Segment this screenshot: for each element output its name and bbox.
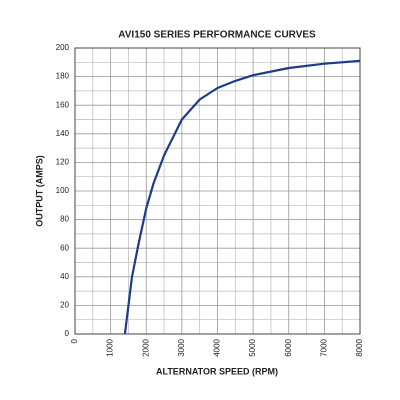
x-tick-label: 5000	[248, 338, 257, 356]
y-tick-label: 0	[65, 329, 70, 338]
x-axis-title: ALTERNATOR SPEED (RPM)	[156, 366, 278, 376]
x-tick-label: 7000	[319, 338, 328, 356]
y-tick-label: 140	[56, 129, 70, 138]
y-tick-label: 20	[60, 301, 69, 310]
x-tick-label: 0	[70, 338, 79, 343]
x-tick-label: 3000	[177, 338, 186, 356]
x-tick-label: 8000	[355, 338, 364, 356]
line	[123, 59, 361, 335]
y-tick-label: 40	[60, 272, 69, 281]
x-tick-label: 4000	[213, 338, 222, 356]
y-tick-label: 180	[56, 72, 70, 81]
y-tick-label: 100	[56, 186, 70, 195]
chart-title: AVI150 SERIES PERFORMANCE CURVES	[118, 30, 316, 41]
y-tick-label: 120	[56, 158, 70, 167]
x-tick-label: 1000	[106, 338, 115, 356]
y-tick-label: 200	[56, 43, 70, 52]
y-tick-label: 80	[60, 215, 69, 224]
plot-frame	[74, 47, 361, 335]
x-tick-label: 2000	[141, 338, 150, 356]
y-tick-label: 60	[60, 243, 69, 252]
y-axis-title: OUTPUT (AMPS)	[34, 155, 44, 227]
x-tick-label: 6000	[284, 338, 293, 356]
y-tick-label: 160	[56, 100, 70, 109]
